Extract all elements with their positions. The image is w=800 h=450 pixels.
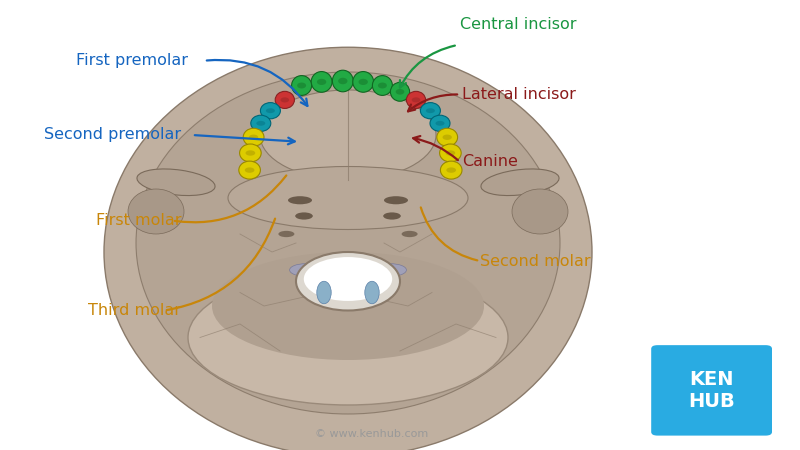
Ellipse shape [249, 135, 258, 140]
Ellipse shape [437, 128, 458, 146]
Ellipse shape [378, 82, 387, 89]
Ellipse shape [297, 82, 306, 89]
Ellipse shape [446, 167, 456, 173]
Ellipse shape [402, 231, 418, 237]
Ellipse shape [304, 257, 392, 301]
Ellipse shape [188, 270, 508, 405]
Ellipse shape [228, 166, 468, 230]
Ellipse shape [288, 196, 312, 204]
Ellipse shape [446, 150, 455, 156]
Ellipse shape [243, 128, 264, 146]
Ellipse shape [412, 97, 420, 103]
Ellipse shape [290, 264, 322, 276]
Text: First premolar: First premolar [76, 53, 188, 68]
Text: Third molar: Third molar [88, 303, 181, 318]
Ellipse shape [251, 115, 270, 131]
FancyBboxPatch shape [651, 345, 772, 436]
Ellipse shape [435, 121, 445, 126]
Ellipse shape [317, 281, 331, 304]
Ellipse shape [430, 115, 450, 131]
Text: Second premolar: Second premolar [44, 127, 181, 143]
Ellipse shape [278, 231, 294, 237]
Text: © www.kenhub.com: © www.kenhub.com [315, 429, 429, 439]
Ellipse shape [440, 144, 461, 162]
Text: First molar: First molar [96, 213, 182, 228]
Ellipse shape [442, 135, 452, 140]
Text: Lateral incisor: Lateral incisor [462, 87, 576, 102]
Text: Central incisor: Central incisor [460, 17, 577, 32]
Ellipse shape [275, 91, 294, 108]
Ellipse shape [246, 150, 255, 156]
Ellipse shape [311, 72, 332, 92]
Ellipse shape [317, 79, 326, 85]
Ellipse shape [238, 161, 260, 179]
Ellipse shape [384, 196, 408, 204]
Ellipse shape [440, 161, 462, 179]
Ellipse shape [390, 82, 410, 101]
Ellipse shape [426, 108, 435, 113]
Ellipse shape [260, 90, 436, 180]
Text: KEN
HUB: KEN HUB [688, 370, 735, 411]
Ellipse shape [266, 108, 275, 113]
Ellipse shape [281, 97, 289, 103]
Ellipse shape [240, 144, 261, 162]
Ellipse shape [353, 72, 374, 92]
Ellipse shape [481, 169, 559, 196]
Ellipse shape [292, 76, 312, 95]
Ellipse shape [406, 91, 426, 108]
Ellipse shape [372, 76, 392, 95]
Ellipse shape [374, 264, 406, 276]
Ellipse shape [338, 78, 347, 84]
Ellipse shape [256, 121, 266, 126]
Ellipse shape [365, 281, 379, 304]
Ellipse shape [296, 252, 400, 310]
Text: Canine: Canine [462, 154, 518, 170]
Ellipse shape [137, 169, 215, 196]
Ellipse shape [295, 212, 313, 220]
Ellipse shape [128, 189, 184, 234]
Ellipse shape [421, 103, 441, 119]
Ellipse shape [396, 89, 404, 94]
Ellipse shape [261, 103, 281, 119]
Ellipse shape [512, 189, 568, 234]
Ellipse shape [245, 167, 254, 173]
Ellipse shape [104, 47, 592, 450]
Ellipse shape [358, 79, 368, 85]
Ellipse shape [383, 212, 401, 220]
Text: Second molar: Second molar [480, 253, 590, 269]
Ellipse shape [333, 70, 354, 92]
Ellipse shape [136, 72, 560, 414]
Ellipse shape [212, 252, 484, 360]
